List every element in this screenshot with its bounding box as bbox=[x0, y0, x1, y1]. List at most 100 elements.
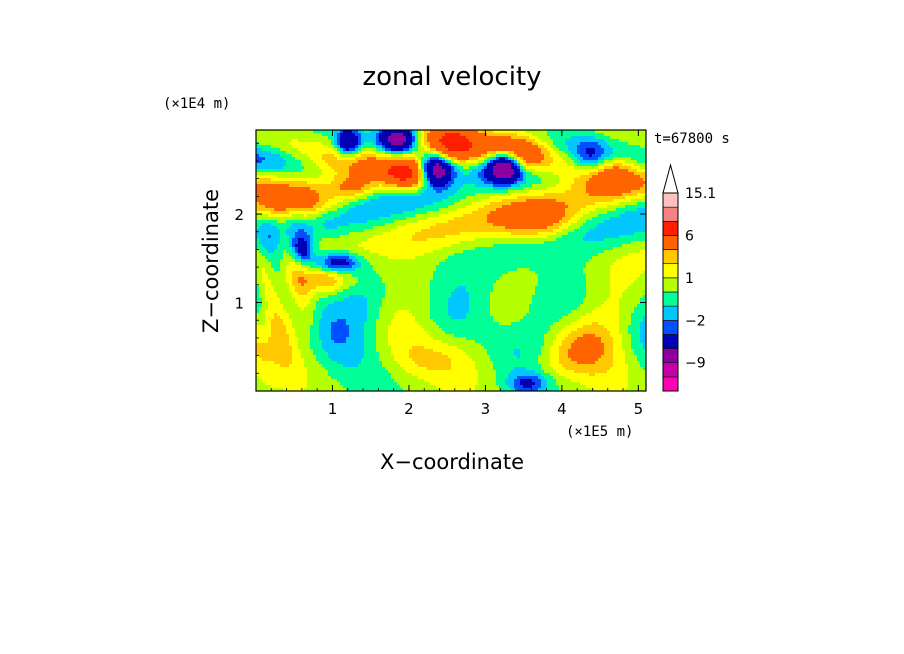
field-cell bbox=[364, 376, 368, 380]
field-cell bbox=[397, 274, 401, 278]
field-cell bbox=[415, 388, 419, 392]
field-cell bbox=[340, 277, 344, 281]
field-cell bbox=[322, 370, 326, 374]
field-cell bbox=[361, 364, 365, 368]
field-cell bbox=[409, 256, 413, 260]
field-cell bbox=[376, 364, 380, 368]
field-cell bbox=[367, 178, 371, 182]
field-cell bbox=[280, 244, 284, 248]
field-cell bbox=[409, 232, 413, 236]
field-cell bbox=[316, 310, 320, 314]
field-cell bbox=[367, 202, 371, 206]
field-cell bbox=[265, 175, 269, 179]
field-cell bbox=[286, 253, 290, 257]
field-cell bbox=[292, 352, 296, 356]
field-cell bbox=[349, 313, 353, 317]
field-cell bbox=[268, 331, 272, 335]
field-cell bbox=[316, 229, 320, 233]
field-cell bbox=[343, 280, 347, 284]
field-cell bbox=[349, 151, 353, 155]
field-cell bbox=[262, 325, 266, 329]
field-cell bbox=[388, 277, 392, 281]
field-cell bbox=[319, 253, 323, 257]
field-cell bbox=[346, 199, 350, 203]
field-cell bbox=[265, 307, 269, 311]
field-cell bbox=[391, 142, 395, 146]
field-cell bbox=[421, 145, 425, 149]
field-cell bbox=[349, 349, 353, 353]
field-cell bbox=[307, 304, 311, 308]
field-cell bbox=[394, 178, 398, 182]
field-cell bbox=[265, 208, 269, 212]
field-cell bbox=[325, 280, 329, 284]
field-cell bbox=[358, 163, 362, 167]
field-cell bbox=[424, 142, 428, 146]
field-cell bbox=[370, 244, 374, 248]
field-cell bbox=[262, 283, 266, 287]
field-cell bbox=[346, 349, 350, 353]
field-cell bbox=[391, 325, 395, 329]
field-cell bbox=[307, 268, 311, 272]
field-cell bbox=[379, 160, 383, 164]
field-cell bbox=[346, 223, 350, 227]
field-cell bbox=[265, 160, 269, 164]
field-cell bbox=[427, 199, 431, 203]
field-cell bbox=[400, 193, 404, 197]
field-cell bbox=[298, 274, 302, 278]
field-cell bbox=[409, 340, 413, 344]
field-cell bbox=[262, 220, 266, 224]
field-cell bbox=[403, 343, 407, 347]
field-cell bbox=[400, 280, 404, 284]
field-cell bbox=[358, 355, 362, 359]
field-cell bbox=[310, 190, 314, 194]
field-cell bbox=[301, 370, 305, 374]
field-cell bbox=[373, 244, 377, 248]
field-cell bbox=[388, 226, 392, 230]
field-cell bbox=[409, 292, 413, 296]
field-cell bbox=[301, 283, 305, 287]
field-cell bbox=[376, 304, 380, 308]
field-cell bbox=[271, 280, 275, 284]
field-cell bbox=[397, 277, 401, 281]
field-cell bbox=[385, 334, 389, 338]
field-cell bbox=[274, 229, 278, 233]
field-cell bbox=[337, 310, 341, 314]
field-cell bbox=[319, 160, 323, 164]
field-cell bbox=[355, 379, 359, 383]
field-cell bbox=[310, 259, 314, 263]
field-cell bbox=[352, 292, 356, 296]
field-cell bbox=[322, 172, 326, 176]
field-cell bbox=[310, 178, 314, 182]
field-cell bbox=[415, 163, 419, 167]
field-cell bbox=[325, 271, 329, 275]
field-cell bbox=[397, 319, 401, 323]
field-cell bbox=[394, 331, 398, 335]
field-cell bbox=[367, 160, 371, 164]
field-cell bbox=[388, 247, 392, 251]
field-cell bbox=[280, 154, 284, 158]
field-cell bbox=[304, 337, 308, 341]
field-cell bbox=[412, 364, 416, 368]
field-cell bbox=[376, 214, 380, 218]
field-cell bbox=[418, 142, 422, 146]
field-cell bbox=[322, 313, 326, 317]
field-cell bbox=[373, 169, 377, 173]
field-cell bbox=[367, 322, 371, 326]
field-cell bbox=[388, 346, 392, 350]
field-cell bbox=[367, 196, 371, 200]
field-cell bbox=[280, 208, 284, 212]
field-cell bbox=[358, 307, 362, 311]
field-cell bbox=[370, 385, 374, 389]
field-cell bbox=[406, 208, 410, 212]
field-cell bbox=[418, 268, 422, 272]
field-cell bbox=[313, 364, 317, 368]
field-cell bbox=[367, 235, 371, 239]
field-cell bbox=[364, 319, 368, 323]
field-cell bbox=[409, 205, 413, 209]
field-cell bbox=[391, 271, 395, 275]
field-cell bbox=[385, 211, 389, 215]
field-cell bbox=[397, 262, 401, 266]
field-cell bbox=[292, 193, 296, 197]
field-cell bbox=[370, 319, 374, 323]
field-cell bbox=[400, 217, 404, 221]
